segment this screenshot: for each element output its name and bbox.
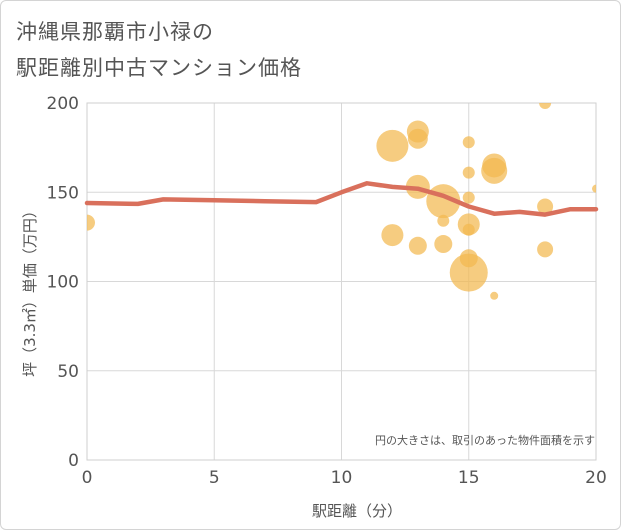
trend-line xyxy=(84,181,599,217)
x-tick-label: 10 xyxy=(331,468,353,488)
bubble-point xyxy=(462,191,475,204)
bubble-point xyxy=(462,166,475,179)
plot-area-border xyxy=(86,102,597,461)
chart-title-line-1: 沖縄県那覇市小禄の xyxy=(16,20,214,44)
bubble-point xyxy=(407,128,428,149)
trend-layer xyxy=(84,181,599,217)
chart-title-line-2: 駅距離別中古マンション価格 xyxy=(16,56,302,80)
bubble-point xyxy=(437,214,450,227)
y-tick-label: 50 xyxy=(57,362,79,382)
bubble-point xyxy=(462,136,475,149)
bubble-point xyxy=(537,241,554,258)
bubble-point xyxy=(87,214,95,231)
y-axis-label: 坪（3.3㎡）単価（万円） xyxy=(21,203,39,377)
x-axis-label: 駅距離（分） xyxy=(312,502,402,520)
x-tick-label: 5 xyxy=(209,468,220,488)
bubble-point xyxy=(592,184,596,193)
y-tick-label: 200 xyxy=(47,94,79,114)
chart-title: 沖縄県那覇市小禄の 駅距離別中古マンション価格 xyxy=(16,14,302,86)
y-tick-label: 0 xyxy=(68,451,79,471)
bubble-point xyxy=(481,157,508,184)
bubble-point xyxy=(408,236,427,255)
x-tick-label: 0 xyxy=(82,468,93,488)
bubble-layer xyxy=(87,103,596,300)
bubble-point xyxy=(381,224,404,247)
y-tick-label: 150 xyxy=(47,183,79,203)
y-tick-label: 100 xyxy=(47,273,79,293)
x-tick-label: 20 xyxy=(585,468,607,488)
bubble-point xyxy=(449,253,488,292)
grid xyxy=(86,102,597,461)
y-tick-labels: 0 50 100 150 200 xyxy=(47,94,79,471)
bubble-point xyxy=(462,223,475,236)
x-tick-labels: 0 5 10 15 20 xyxy=(82,468,607,488)
bubble-size-note: 円の大きさは、取引のあった物件面積を示す xyxy=(375,433,595,447)
x-tick-label: 15 xyxy=(458,468,480,488)
bubble-point xyxy=(376,129,409,162)
bubble-point xyxy=(434,235,453,254)
bubble-point xyxy=(490,291,499,300)
bubble-point xyxy=(539,103,552,109)
bubble-point xyxy=(537,198,554,215)
